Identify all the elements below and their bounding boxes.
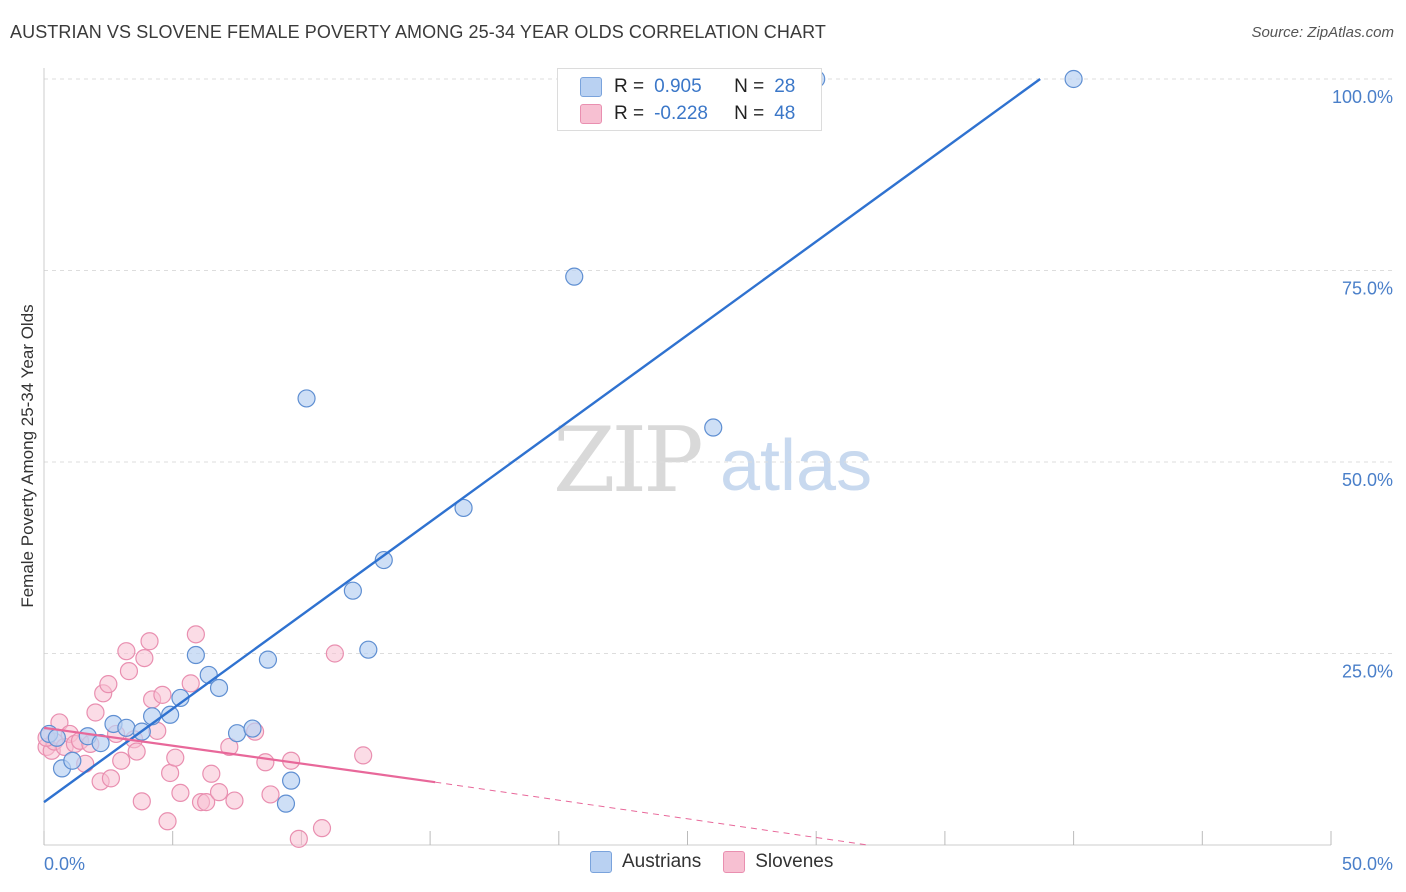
- x-tick-label: 50.0%: [1342, 854, 1393, 874]
- slovene-point: [209, 783, 229, 802]
- slovenes-trend-line: [43, 726, 436, 784]
- slovene-point: [256, 753, 275, 772]
- y-tick-label: 50.0%: [1342, 470, 1393, 490]
- slovene-point: [158, 812, 177, 831]
- austrian-point: [243, 719, 262, 738]
- slovene-point: [354, 746, 373, 765]
- legend-n-value: 48: [774, 103, 796, 124]
- slovene-point: [119, 662, 139, 681]
- legend-n-value: 28: [774, 76, 796, 97]
- slovenes-trend-extension: [435, 781, 868, 846]
- austrian-point: [276, 794, 296, 813]
- series-legend: Austrians Slovenes: [590, 851, 855, 873]
- legend-row-austrians: R = 0.905 N = 28: [580, 74, 795, 100]
- slovene-point: [186, 625, 205, 644]
- slovene-point: [99, 675, 118, 694]
- slovene-point: [112, 751, 131, 770]
- austrian-point: [227, 724, 247, 743]
- austrian-point: [117, 718, 136, 737]
- y-tick-label: 75.0%: [1342, 279, 1393, 299]
- austrian-point: [161, 705, 180, 724]
- legend-swatch-pink: [580, 104, 602, 124]
- slovene-point: [220, 737, 239, 757]
- slovene-point: [325, 644, 344, 663]
- legend-r-value: 0.905: [654, 76, 702, 97]
- slovene-point: [117, 642, 136, 661]
- austrian-point: [359, 640, 378, 659]
- series-legend-slovenes[interactable]: Slovenes: [723, 851, 833, 873]
- legend-n-label: N =: [734, 103, 765, 124]
- x-tick-label: 0.0%: [44, 854, 85, 874]
- austrian-point: [343, 581, 362, 600]
- austrians-trend-line: [43, 78, 1041, 804]
- slovene-point: [261, 785, 280, 804]
- austrians-swatch: [590, 851, 612, 873]
- legend-swatch-blue: [580, 77, 602, 97]
- slovene-point: [135, 648, 154, 668]
- legend-r-label: R =: [614, 103, 645, 124]
- y-tick-label: 25.0%: [1342, 662, 1393, 682]
- legend-row-slovenes: R = -0.228 N = 48: [580, 101, 795, 127]
- y-tick-label: 100.0%: [1332, 87, 1393, 107]
- austrians-label: Austrians: [622, 851, 702, 872]
- correlation-legend: R = 0.905 N = 28 R = -0.228 N = 48: [557, 68, 822, 131]
- slovene-point: [140, 632, 159, 651]
- slovenes-swatch: [723, 851, 746, 873]
- slovene-point: [312, 819, 332, 838]
- austrian-point: [374, 550, 393, 570]
- austrian-point: [282, 771, 301, 790]
- legend-n-label: N =: [734, 76, 765, 97]
- slovene-point: [86, 703, 105, 722]
- slovene-point: [132, 792, 151, 811]
- source-label: Source: ZipAtlas.com: [1251, 24, 1394, 41]
- watermark-atlas: atlas: [720, 426, 873, 506]
- slovene-point: [166, 748, 185, 767]
- austrian-point: [565, 267, 584, 286]
- slovene-point: [101, 769, 121, 788]
- slovene-point: [161, 763, 180, 783]
- austrian-point: [297, 389, 316, 408]
- slovene-point: [171, 783, 190, 803]
- slovenes-label: Slovenes: [755, 851, 834, 872]
- series-legend-austrians[interactable]: Austrians: [590, 851, 701, 873]
- legend-r-label: R =: [614, 76, 645, 97]
- austrian-point: [258, 650, 278, 669]
- legend-r-value: -0.228: [654, 103, 708, 124]
- austrian-point: [47, 728, 66, 747]
- slovene-point: [127, 742, 146, 761]
- slovene-point: [153, 685, 172, 704]
- austrian-point: [63, 751, 82, 770]
- chart-title: AUSTRIAN VS SLOVENE FEMALE POVERTY AMONG…: [10, 22, 826, 42]
- slovene-point: [202, 764, 221, 783]
- austrian-point: [186, 645, 205, 665]
- austrian-point: [454, 498, 473, 518]
- austrian-point: [1064, 69, 1083, 89]
- slovene-point: [289, 829, 308, 848]
- slovene-point: [197, 793, 216, 812]
- watermark-zip: ZIP: [553, 408, 704, 513]
- austrian-point: [209, 678, 229, 698]
- slovene-point: [225, 791, 244, 810]
- austrian-point: [704, 418, 723, 437]
- slovene-point: [181, 674, 200, 693]
